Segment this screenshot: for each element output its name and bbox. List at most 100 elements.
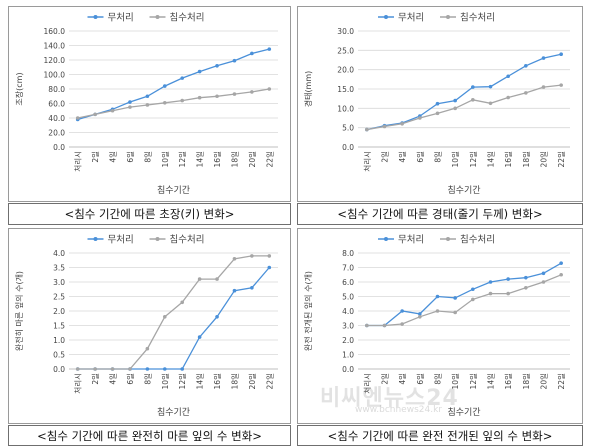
data-point-flooded <box>471 297 475 302</box>
legend: 무처리 침수처리 <box>87 12 205 24</box>
data-point-untreated <box>435 294 440 299</box>
data-point-untreated <box>541 56 546 60</box>
chart-panel-stem: 무처리 침수처리 0.0 5.0 10.0 15.0 20.0 25.0 30.0 처리시 2일 4일… <box>297 6 583 202</box>
data-point-flooded <box>232 257 237 261</box>
y-tick-label: 2.5 <box>53 293 65 302</box>
data-point-untreated <box>524 64 528 68</box>
data-point-flooded <box>382 323 387 328</box>
x-tick-label: 처리시 <box>363 151 372 172</box>
series-line-flooded <box>366 84 562 131</box>
x-tick-label: 10일 <box>451 151 460 168</box>
data-point-flooded <box>524 286 528 290</box>
data-point-flooded <box>267 254 272 258</box>
x-tick-label: 18일 <box>522 373 531 390</box>
chart-0: 무처리 침수처리 0.0 20.0 40.0 60.0 80.0 100.0 120.0 140.… <box>14 12 278 196</box>
data-point-untreated <box>471 85 475 89</box>
y-tick-label: 3.0 <box>342 322 354 331</box>
data-point-flooded <box>93 367 97 371</box>
data-point-untreated <box>162 84 167 88</box>
chart-panel-dry-leaves: 무처리 침수처리 0.0 0.5 1.0 1.5 2.0 2.5 3.0 3.5 4.0 처리시 2일 4… <box>8 228 291 424</box>
x-tick-label: 6일 <box>126 373 135 385</box>
data-point-flooded <box>162 315 167 319</box>
x-tick-label: 12일 <box>469 373 478 390</box>
x-tick-label: 22일 <box>557 373 566 390</box>
series-line-untreated <box>366 262 562 327</box>
x-tick-label: 18일 <box>522 151 531 168</box>
y-tick-label: 160.0 <box>44 27 66 36</box>
y-tick-label: 8.0 <box>342 249 354 258</box>
x-tick-label: 4일 <box>109 151 118 163</box>
data-point-untreated <box>197 69 202 74</box>
data-point-untreated <box>559 52 563 56</box>
x-tick-label: 18일 <box>230 373 239 390</box>
data-point-untreated <box>232 288 237 293</box>
data-point-untreated <box>145 367 150 371</box>
data-point-untreated <box>162 367 167 371</box>
x-tick-label: 20일 <box>248 151 257 168</box>
y-tick-label: 1.5 <box>53 322 65 331</box>
y-tick-label: 40.0 <box>48 114 65 123</box>
watermark-url: www.bcnnews24.kr <box>355 405 442 415</box>
data-point-flooded <box>382 124 387 129</box>
y-tick-label: 0.0 <box>342 143 354 152</box>
data-point-untreated <box>215 315 219 319</box>
x-tick-label: 4일 <box>398 151 407 163</box>
x-axis-title: 침수기간 <box>447 407 480 418</box>
legend-label-flooded: 침수처리 <box>170 12 205 24</box>
data-point-flooded <box>215 277 219 281</box>
series-line-flooded <box>77 255 270 370</box>
data-point-untreated <box>267 265 272 270</box>
data-point-flooded <box>145 103 150 107</box>
data-point-flooded <box>524 91 528 95</box>
x-axis-title: 침수기간 <box>157 185 190 196</box>
y-tick-label: 3.5 <box>53 264 65 273</box>
y-tick-label: 80.0 <box>48 85 65 94</box>
data-point-untreated <box>180 76 185 80</box>
x-tick-label: 16일 <box>504 373 513 390</box>
y-tick-label: 0.0 <box>53 365 65 374</box>
y-tick-label: 0.0 <box>53 143 65 152</box>
y-axis-title: 조장(cm) <box>14 72 24 105</box>
y-tick-label: 30.0 <box>337 27 354 36</box>
x-tick-label: 8일 <box>143 151 152 163</box>
data-point-flooded <box>488 101 493 106</box>
legend-marker-untreated <box>93 237 98 241</box>
data-point-flooded <box>180 300 185 305</box>
y-axis-title: 완전 전개된 잎의 수(개) <box>303 271 313 351</box>
series-line-flooded <box>366 274 562 327</box>
data-point-flooded <box>435 309 440 313</box>
y-axis-title: 경태(mm) <box>303 71 313 108</box>
data-point-untreated <box>506 74 510 79</box>
y-tick-label: 2.0 <box>53 307 65 316</box>
chart-3: 무처리 침수처리 0.0 1.0 2.0 3.0 4.0 5.0 6.0 7.0 8.0 처리시 2일 4… <box>303 234 570 418</box>
data-point-untreated <box>400 309 404 313</box>
y-tick-label: 25.0 <box>337 46 354 55</box>
data-point-flooded <box>110 108 115 113</box>
series-line-untreated <box>77 267 270 370</box>
x-tick-label: 20일 <box>248 373 257 390</box>
data-point-flooded <box>215 94 219 99</box>
legend: 무처리 침수처리 <box>378 12 495 24</box>
legend-label-flooded: 침수처리 <box>460 12 495 24</box>
x-axis-title: 침수기간 <box>157 407 190 418</box>
data-point-flooded <box>365 127 369 132</box>
data-point-flooded <box>232 92 237 96</box>
data-point-untreated <box>506 277 510 281</box>
data-point-flooded <box>435 111 440 116</box>
y-tick-label: 4.0 <box>53 249 65 258</box>
y-tick-label: 5.0 <box>342 293 354 302</box>
caption-expanded-leaves: <침수 기간에 따른 완전 전개된 잎의 수 변화> <box>297 425 583 446</box>
legend-label-untreated: 무처리 <box>398 12 424 24</box>
x-tick-label: 16일 <box>213 151 222 168</box>
legend-label-untreated: 무처리 <box>108 12 134 24</box>
chart-panel-expanded-leaves: 무처리 침수처리 0.0 1.0 2.0 3.0 4.0 5.0 6.0 7.0 8.0 처리시 2일 4… <box>297 228 583 424</box>
data-point-untreated <box>559 261 563 265</box>
x-axis-title: 침수기간 <box>447 185 480 196</box>
data-point-untreated <box>180 367 185 371</box>
legend-label-flooded: 침수처리 <box>460 234 495 246</box>
y-tick-label: 15.0 <box>337 85 354 94</box>
caption-stem: <침수 기간에 따른 경태(줄기 두께) 변화> <box>297 203 583 225</box>
x-tick-label: 14일 <box>196 151 205 168</box>
data-point-flooded <box>488 291 493 296</box>
